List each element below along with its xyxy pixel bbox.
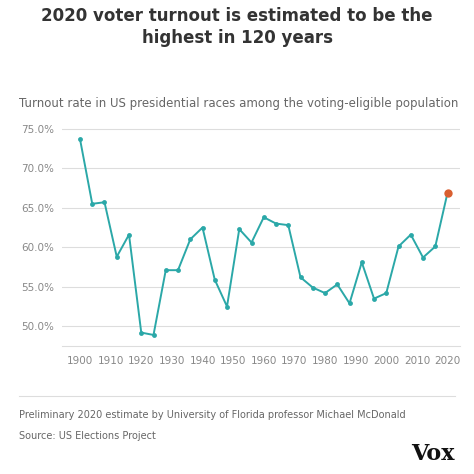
Text: Source: US Elections Project: Source: US Elections Project [19,431,156,441]
Text: Preliminary 2020 estimate by University of Florida professor Michael McDonald: Preliminary 2020 estimate by University … [19,410,406,420]
Text: Vox: Vox [411,443,455,465]
Text: 2020 voter turnout is estimated to be the
highest in 120 years: 2020 voter turnout is estimated to be th… [41,7,433,47]
Text: Turnout rate in US presidential races among the voting-eligible population: Turnout rate in US presidential races am… [19,97,458,110]
